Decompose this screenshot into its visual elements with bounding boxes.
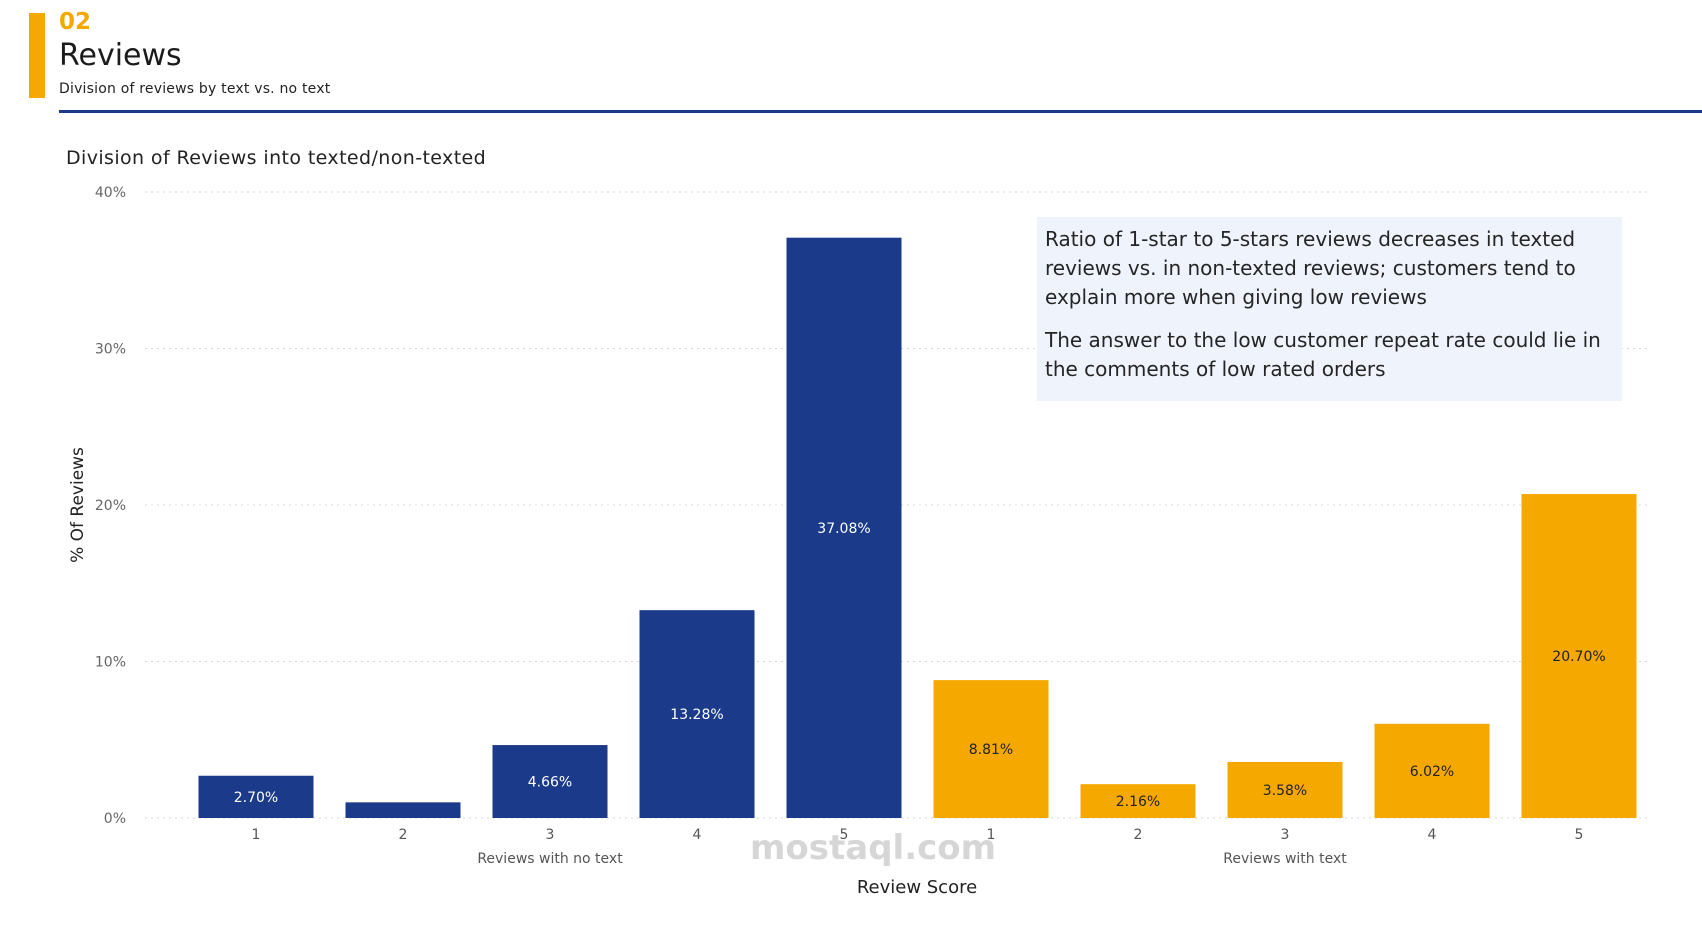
x-tick-label: 2 [399, 827, 408, 843]
x-tick-label: 3 [1281, 827, 1290, 843]
bar [1080, 784, 1196, 818]
watermark-logo: mostaql.com [750, 828, 997, 868]
y-tick-label: 40% [95, 185, 126, 201]
insight-note: Ratio of 1-star to 5-stars reviews decre… [1037, 217, 1622, 401]
y-axis-label: % Of Reviews [68, 447, 88, 563]
bar [1374, 723, 1490, 818]
data-label: 20.70% [1552, 649, 1605, 665]
data-label: 2.70% [234, 790, 278, 806]
y-tick-label: 20% [95, 498, 126, 514]
accent-bar [29, 13, 45, 98]
data-label: 2.16% [1116, 794, 1160, 810]
page-title: Reviews [59, 38, 182, 73]
bar [345, 802, 461, 818]
data-label: 6.02% [1410, 764, 1454, 780]
data-label: 8.81% [969, 742, 1013, 758]
x-tick-label: 4 [693, 827, 702, 843]
data-label: 4.66% [528, 775, 572, 791]
x-group-label: Reviews with text [1223, 851, 1347, 867]
bar [933, 680, 1049, 818]
bar [492, 745, 608, 818]
x-tick-label: 2 [1134, 827, 1143, 843]
y-axis: 0% 10% 20% 30% 40% [95, 185, 126, 827]
bar [786, 237, 902, 818]
x-axis-label: Review Score [857, 877, 977, 898]
x-tick-label: 5 [840, 827, 849, 843]
bar [1227, 761, 1343, 818]
y-tick-label: 30% [95, 342, 126, 358]
section-number: 02 [59, 9, 92, 35]
data-label: 13.28% [670, 707, 723, 723]
x-tick-label: 1 [252, 827, 261, 843]
x-tick-label: 3 [546, 827, 555, 843]
bar [639, 610, 755, 818]
x-axis: 1 2 3 4 5 Reviews with no text 1 2 3 4 5 Reviews wi… [252, 827, 1584, 867]
chart-title: Division of Reviews into texted/non-text… [66, 147, 487, 169]
bars: 2.70% 4.66% 13.28% 37.08% 8.81% 2.16% 3.58% 6.0… [198, 237, 1637, 818]
data-label: 37.08% [817, 521, 870, 537]
header-divider [59, 110, 1702, 113]
x-tick-label: 4 [1428, 827, 1437, 843]
bar [198, 775, 314, 818]
x-group-label: Reviews with no text [477, 851, 623, 867]
data-label: 3.58% [1263, 783, 1307, 799]
bar [1521, 494, 1637, 818]
y-tick-label: 10% [95, 655, 126, 671]
x-tick-label: 1 [987, 827, 996, 843]
x-tick-label: 5 [1575, 827, 1584, 843]
insight-paragraph-2: The answer to the low customer repeat ra… [1045, 328, 1601, 381]
y-tick-label: 0% [104, 811, 126, 827]
insight-paragraph-1: Ratio of 1-star to 5-stars reviews decre… [1045, 227, 1576, 309]
page-subtitle: Division of reviews by text vs. no text [59, 81, 331, 97]
